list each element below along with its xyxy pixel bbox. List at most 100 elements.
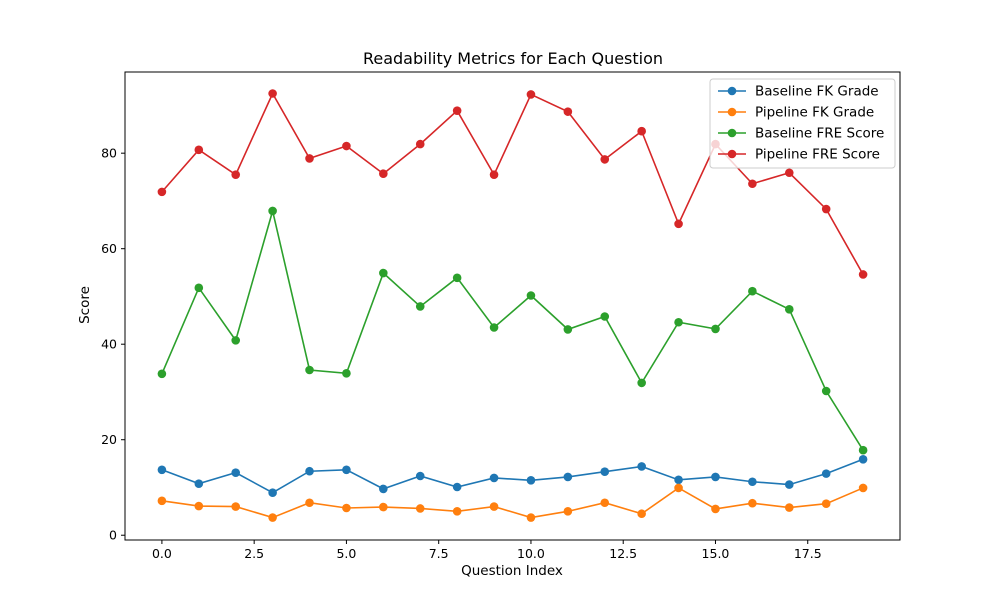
plot-area	[157, 89, 868, 522]
data-point	[305, 498, 314, 508]
data-point	[194, 479, 204, 488]
data-point	[821, 386, 831, 396]
data-point	[600, 467, 610, 477]
series-2	[157, 206, 868, 455]
data-point	[415, 302, 425, 311]
data-point	[748, 477, 757, 487]
legend-label: Baseline FK Grade	[755, 84, 879, 100]
chart-title: Readability Metrics for Each Question	[363, 49, 663, 68]
data-point	[600, 155, 610, 164]
data-point	[563, 507, 573, 516]
data-point	[489, 502, 499, 511]
legend-marker	[727, 149, 737, 159]
series-line	[161, 91, 864, 275]
legend: Baseline FK Grade Pipeline FK Grade Baseli…	[709, 78, 896, 169]
y-axis-label: Score	[77, 286, 93, 324]
data-point	[858, 483, 868, 493]
data-point	[231, 502, 241, 511]
legend-marker	[727, 86, 737, 96]
series-1	[157, 483, 868, 522]
series-line	[161, 207, 864, 451]
x-tick-label: 5.0	[336, 546, 356, 561]
data-point	[268, 206, 277, 216]
data-point	[379, 268, 388, 278]
y-tick-label: 20	[101, 432, 117, 447]
data-point	[305, 466, 314, 476]
series-line	[161, 458, 864, 494]
data-point	[711, 504, 720, 514]
data-point	[563, 325, 573, 334]
data-point	[452, 482, 462, 492]
data-point	[637, 509, 646, 519]
data-point	[748, 286, 757, 296]
x-tick-label: 7.5	[429, 546, 449, 561]
data-point	[194, 501, 204, 511]
data-point	[231, 170, 241, 179]
data-point	[305, 365, 314, 375]
data-point	[711, 472, 720, 482]
data-point	[157, 496, 167, 506]
data-point	[784, 503, 794, 512]
data-point	[231, 468, 241, 477]
data-point	[526, 90, 536, 99]
y-tick-label: 40	[101, 337, 117, 352]
data-point	[452, 507, 462, 516]
data-point	[452, 273, 462, 283]
data-point	[157, 369, 167, 379]
data-point	[379, 484, 388, 494]
data-point	[858, 454, 868, 464]
x-tick-label: 2.5	[244, 546, 264, 561]
data-point	[194, 283, 204, 293]
data-point	[784, 168, 794, 178]
legend-item: Baseline FRE Score	[718, 126, 884, 142]
data-point	[526, 291, 536, 300]
x-axis-label: Question Index	[461, 563, 563, 579]
data-point	[415, 471, 425, 481]
x-tick-label: 15.0	[702, 546, 730, 561]
legend-item: Pipeline FRE Score	[718, 147, 880, 163]
data-point	[379, 169, 388, 179]
data-point	[157, 187, 167, 197]
series-0	[157, 454, 868, 498]
legend-marker	[727, 128, 737, 138]
data-point	[415, 504, 425, 513]
x-tick-label: 10.0	[517, 546, 545, 561]
data-point	[231, 336, 241, 345]
legend-item: Pipeline FK Grade	[718, 105, 874, 121]
data-point	[342, 503, 351, 513]
data-point	[637, 378, 646, 388]
plot-frame	[124, 71, 901, 541]
data-point	[268, 513, 277, 522]
data-point	[342, 369, 351, 378]
data-point	[305, 154, 314, 163]
data-point	[748, 179, 757, 189]
data-point	[784, 305, 794, 314]
x-tick-label: 12.5	[609, 546, 637, 561]
data-point	[637, 126, 646, 136]
data-point	[489, 323, 499, 332]
legend-marker	[727, 107, 737, 117]
data-point	[674, 219, 683, 229]
x-tick-label: 17.5	[794, 546, 822, 561]
data-point	[415, 139, 425, 149]
legend-item: Baseline FK Grade	[718, 84, 879, 100]
data-point	[489, 170, 499, 179]
data-point	[526, 476, 536, 485]
data-point	[268, 488, 277, 498]
y-tick-label: 0	[109, 528, 117, 543]
axis-ticks: 0.0 2.5 5.0 7.5 10.0 12.5 15.0 17.5 0 20 40 60 80	[101, 146, 822, 561]
data-point	[563, 472, 573, 482]
data-point	[563, 107, 573, 116]
data-point	[379, 502, 388, 512]
data-point	[637, 462, 646, 471]
data-point	[821, 499, 831, 509]
legend-label: Pipeline FK Grade	[755, 105, 874, 121]
data-point	[452, 106, 462, 115]
data-point	[268, 89, 277, 98]
legend-label: Pipeline FRE Score	[755, 147, 880, 163]
data-point	[821, 469, 831, 478]
data-point	[858, 270, 868, 279]
legend-label: Baseline FRE Score	[755, 126, 884, 142]
data-point	[489, 473, 499, 483]
